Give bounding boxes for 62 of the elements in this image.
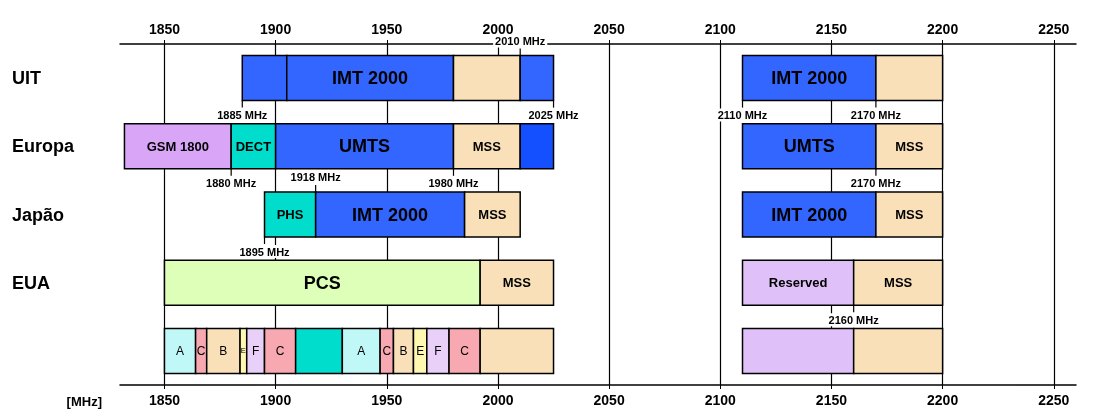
x2-tick-label: 2250 (1038, 392, 1070, 408)
annotation: 2170 MHz (850, 177, 902, 190)
data-label: IMT 2000 (352, 204, 429, 225)
data-label: MSS (478, 207, 507, 222)
data-label: UMTS (783, 136, 835, 157)
x-tick-label: 1950 (371, 21, 403, 37)
x2-tick-label: 2000 (482, 392, 514, 408)
x2-tick-label: 1850 (148, 392, 181, 408)
data-label: MSS (884, 275, 913, 291)
data-label: MSS (895, 207, 924, 222)
x2-tick-label: 2200 (927, 392, 959, 408)
data-label: IMT 2000 (332, 68, 409, 89)
data-label: C (275, 343, 285, 358)
annotation: 2010 MHz (495, 35, 546, 48)
data-label: E (416, 343, 425, 358)
data-label: DECT (235, 138, 272, 154)
data-label: IMT 2000 (771, 68, 848, 89)
y-tick-label: Europa (12, 136, 75, 157)
x-tick-label: 2150 (815, 21, 848, 37)
data-label: UMTS (339, 136, 391, 157)
y-tick-label: Japão (12, 204, 65, 225)
annotation: 2025 MHz (528, 109, 580, 122)
data-label: A (176, 343, 185, 358)
x-tick-label: 2250 (1038, 21, 1070, 37)
data-label: PCS (303, 272, 341, 293)
x2-tick-label: 2050 (593, 392, 625, 408)
data-label: F (434, 343, 442, 358)
annotation: 2110 MHz (717, 109, 768, 122)
data-label: B (219, 343, 228, 358)
x2-tick-label: 2100 (704, 392, 737, 408)
data-label: MSS (502, 275, 532, 291)
annotation: 1895 MHz (239, 245, 291, 258)
data-label: MSS (472, 138, 502, 154)
data-label: PHS (276, 207, 304, 222)
y-tick-label: UIT (12, 68, 41, 89)
x2-tick-label: 1900 (260, 392, 292, 408)
x-axis-title: [MHz] (66, 394, 102, 409)
annotation: 1980 MHz (428, 177, 480, 190)
data-label: Reserved (768, 275, 828, 291)
x-tick-label: 2100 (704, 21, 737, 37)
x2-tick-label: 2150 (815, 392, 848, 408)
annotation: 1885 MHz (217, 109, 268, 122)
data-label: GSM 1800 (146, 138, 209, 154)
x-tick-label: 1850 (148, 21, 181, 37)
y-tick-label: EUA (12, 272, 51, 293)
annotation: 1880 MHz (206, 177, 257, 190)
data-label: F (251, 343, 260, 358)
data-label: A (357, 343, 366, 358)
data-label: C (382, 343, 392, 358)
data-label: MSS (895, 138, 924, 154)
data-label: C (460, 343, 470, 358)
x-tick-label: 2000 (482, 21, 514, 37)
annotation: 1918 MHz (290, 171, 342, 184)
data-label: B (399, 343, 408, 358)
data-label: C (196, 343, 206, 358)
annotation: 2160 MHz (828, 313, 880, 326)
x-tick-label: 1900 (260, 21, 292, 37)
x-tick-label: 2200 (927, 21, 959, 37)
x2-tick-label: 1950 (371, 392, 403, 408)
x-tick-label: 2050 (593, 21, 625, 37)
data-label: IMT 2000 (771, 204, 848, 225)
annotation: 2170 MHz (850, 109, 902, 122)
